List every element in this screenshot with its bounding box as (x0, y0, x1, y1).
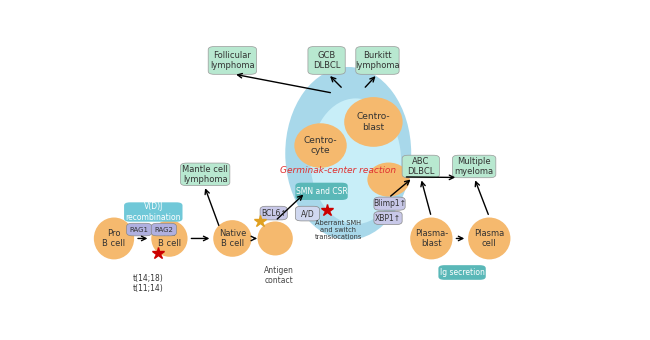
Ellipse shape (294, 123, 346, 168)
Text: Aberrant SMH
and switch
translocations: Aberrant SMH and switch translocations (315, 220, 362, 240)
Text: Ig secretion: Ig secretion (439, 268, 484, 277)
Text: BCL6↑: BCL6↑ (261, 208, 287, 218)
Text: A/D: A/D (300, 209, 315, 218)
FancyBboxPatch shape (151, 223, 176, 236)
FancyBboxPatch shape (295, 183, 348, 200)
FancyBboxPatch shape (308, 47, 345, 74)
FancyBboxPatch shape (295, 206, 320, 221)
Ellipse shape (257, 221, 293, 255)
FancyBboxPatch shape (356, 47, 399, 74)
Ellipse shape (213, 220, 252, 257)
Text: RAG1: RAG1 (130, 226, 149, 233)
Ellipse shape (344, 97, 402, 147)
FancyBboxPatch shape (124, 202, 183, 222)
Text: Blimp1↑: Blimp1↑ (373, 199, 406, 208)
FancyBboxPatch shape (374, 197, 405, 210)
Text: RAG2: RAG2 (155, 226, 174, 233)
Text: Pro
B cell: Pro B cell (103, 229, 125, 248)
Text: Multiple
myeloma: Multiple myeloma (454, 157, 494, 176)
FancyBboxPatch shape (127, 223, 151, 236)
Ellipse shape (311, 98, 401, 224)
Text: SMN and CSR: SMN and CSR (296, 187, 347, 196)
Ellipse shape (151, 220, 188, 257)
Text: XBP1↑: XBP1↑ (375, 214, 401, 223)
Text: Burkitt
lymphoma: Burkitt lymphoma (355, 51, 400, 70)
Ellipse shape (367, 163, 410, 197)
FancyBboxPatch shape (438, 265, 486, 280)
Text: Pre
B cell: Pre B cell (158, 229, 181, 248)
Text: Germinak-center reaction: Germinak-center reaction (280, 166, 396, 175)
Text: Plasma
cell: Plasma cell (474, 229, 504, 248)
FancyBboxPatch shape (452, 155, 496, 178)
FancyBboxPatch shape (181, 163, 230, 186)
Text: Native
B cell: Native B cell (218, 229, 246, 248)
Text: Antigen
contact: Antigen contact (265, 266, 294, 285)
Text: Follicular
lymphoma: Follicular lymphoma (210, 51, 255, 70)
Text: Plasma-
blast: Plasma- blast (415, 229, 448, 248)
Text: Centro-
cyte: Centro- cyte (304, 136, 337, 155)
Text: Mantle cell
lymphoma: Mantle cell lymphoma (182, 165, 228, 184)
Ellipse shape (285, 67, 411, 240)
FancyBboxPatch shape (374, 211, 402, 225)
FancyBboxPatch shape (260, 206, 287, 220)
Ellipse shape (410, 218, 452, 259)
Ellipse shape (468, 218, 510, 259)
FancyBboxPatch shape (402, 155, 439, 178)
Text: t(14;18)
t(11;14): t(14;18) t(11;14) (133, 274, 164, 293)
Text: V(D)J
recombination: V(D)J recombination (125, 202, 181, 222)
Text: ABC
DLBCL: ABC DLBCL (407, 157, 434, 176)
Text: Centro-
blast: Centro- blast (357, 112, 390, 132)
FancyBboxPatch shape (208, 47, 257, 74)
Ellipse shape (94, 218, 134, 259)
Text: GCB
DLBCL: GCB DLBCL (313, 51, 340, 70)
